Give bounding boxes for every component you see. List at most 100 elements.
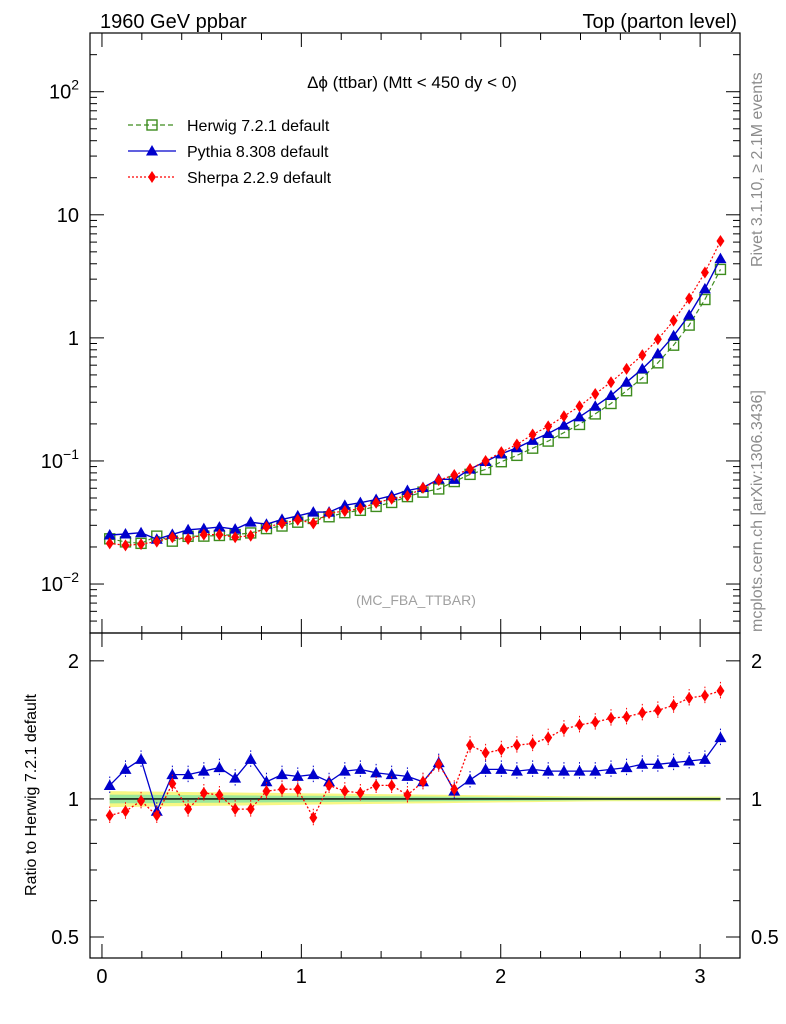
data-point-2 (246, 529, 255, 542)
ratio-data-point-1 (354, 763, 367, 774)
ratio-data-point-1 (370, 766, 383, 778)
data-point-2 (278, 517, 287, 530)
ratio-data-point-1 (135, 753, 148, 764)
ratio-data-point-2 (121, 805, 130, 818)
ratio-data-point-2 (544, 731, 553, 744)
ratio-data-point-2 (105, 809, 114, 822)
ratio-series-line-1 (109, 737, 722, 814)
data-point-2 (105, 537, 114, 550)
ratio-data-point-2 (622, 710, 631, 723)
data-point-1 (213, 521, 226, 532)
data-point-2 (700, 266, 709, 279)
data-point-2 (199, 528, 208, 541)
data-point-1 (651, 347, 664, 359)
series-line-1 (109, 258, 722, 541)
data-point-2 (356, 502, 365, 515)
ratio-data-point-2 (512, 739, 521, 752)
data-point-1 (620, 376, 633, 387)
ratio-plot-panel: Ratio to Herwig 7.2.1 default 0.5 0.5 1 1 2 2… (23, 632, 779, 988)
main-plot-panel: Δϕ (ttbar) (Mtt < 450 dy < 0) (MC_FBA_TT… (41, 32, 741, 634)
ratio-y-axis-label: Ratio to Herwig 7.2.1 default (23, 694, 40, 896)
ratio-data-point-1 (166, 768, 179, 780)
x-tick-label: 3 (695, 966, 706, 988)
data-point-1 (683, 309, 696, 320)
ratio-data-point-2 (481, 746, 490, 759)
ratio-data-point-1 (182, 768, 195, 780)
data-point-1 (698, 282, 711, 294)
ratio-data-point-1 (401, 770, 414, 781)
data-point-2 (137, 538, 146, 551)
ratio-data-point-2 (137, 794, 146, 807)
data-point-2 (559, 410, 568, 423)
legend-marker (146, 119, 158, 131)
ratio-data-point-2 (638, 706, 647, 719)
data-point-1 (229, 523, 242, 534)
ratio-data-point-2 (418, 775, 427, 788)
data-point-1 (557, 419, 570, 430)
plot-title: Δϕ (ttbar) (Mtt < 450 dy < 0) (307, 73, 517, 92)
data-point-1 (244, 516, 257, 527)
data-point-1 (135, 526, 148, 538)
ratio-data-point-1 (557, 765, 570, 776)
ratio-data-point-2 (372, 779, 381, 792)
ratio-data-point-2 (152, 809, 161, 822)
ratio-data-point-1 (573, 765, 586, 776)
series-line-0 (109, 269, 722, 545)
header-right: Top (parton level) (582, 11, 737, 33)
data-point-1 (589, 400, 602, 411)
data-point-1 (401, 484, 414, 496)
ratio-y-tick-label-right: 0.5 (751, 927, 779, 949)
data-point-2 (591, 387, 600, 400)
data-point-2 (528, 428, 537, 441)
data-point-1 (542, 427, 555, 439)
ratio-data-point-2 (559, 723, 568, 736)
ratio-data-point-2 (184, 803, 193, 816)
ratio-data-point-1 (276, 768, 289, 780)
x-tick-label: 1 (296, 966, 307, 988)
data-point-2 (497, 446, 506, 459)
ratio-data-point-2 (653, 704, 662, 717)
data-point-2 (215, 528, 224, 541)
data-point-2 (325, 507, 334, 520)
ratio-data-point-2 (293, 783, 302, 796)
data-point-1 (604, 389, 617, 401)
data-point-1 (636, 362, 649, 374)
legend-label: Pythia 8.308 default (187, 144, 329, 161)
ratio-data-point-1 (291, 770, 304, 781)
ratio-data-point-1 (385, 768, 398, 780)
data-point-2 (638, 349, 647, 362)
ratio-data-point-1 (213, 761, 226, 773)
data-point-2 (622, 362, 631, 375)
ratio-data-point-1 (683, 754, 696, 766)
y-tick-label: 10−2 (41, 569, 79, 596)
ratio-data-point-2 (387, 779, 396, 792)
data-point-2 (669, 314, 678, 327)
data-point-2 (262, 520, 271, 533)
ratio-y-tick-label-right: 2 (751, 651, 762, 673)
ratio-data-point-2 (466, 739, 475, 752)
ratio-data-point-1 (542, 765, 555, 776)
data-point-2 (716, 235, 725, 248)
data-point-2 (121, 539, 130, 552)
data-point-1 (197, 522, 210, 534)
ratio-data-point-1 (260, 775, 273, 787)
data-point-1 (307, 506, 320, 517)
legend-label: Sherpa 2.2.9 default (187, 170, 332, 187)
data-point-2 (387, 492, 396, 505)
ratio-data-point-1 (338, 765, 351, 776)
ratio-series-line-2 (109, 690, 721, 820)
ratio-data-point-2 (356, 787, 365, 800)
data-point-2 (450, 469, 459, 482)
ratio-data-point-2 (340, 785, 349, 798)
ratio-y-tick-label-left: 0.5 (51, 927, 79, 949)
ratio-data-point-1 (636, 758, 649, 769)
data-point-1 (119, 527, 132, 539)
mcplots-label: mcplots.cern.ch [arXiv:1306.3436] (749, 390, 766, 632)
x-tick-label: 2 (495, 966, 506, 988)
ratio-data-point-2 (685, 691, 694, 704)
watermark-label: (MC_FBA_TTBAR) (356, 592, 476, 608)
ratio-y-tick-label-left: 1 (68, 789, 79, 811)
data-point-1 (573, 410, 586, 422)
data-point-2 (418, 481, 427, 494)
ratio-data-point-2 (168, 777, 177, 790)
